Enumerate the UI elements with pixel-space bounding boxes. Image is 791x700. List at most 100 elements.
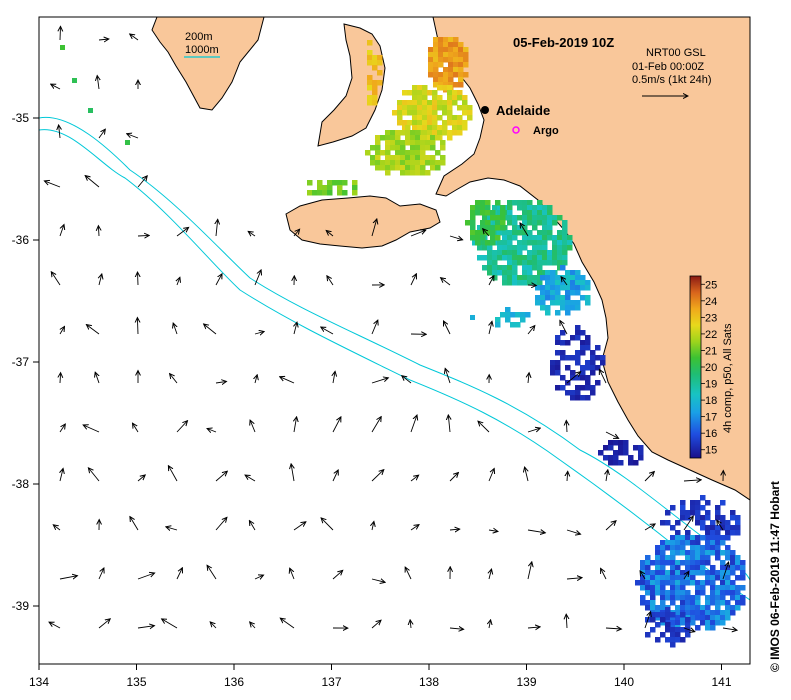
sst-cell [337,180,343,186]
sst-cell [705,545,711,551]
sst-cell [695,515,701,521]
sst-cell [655,637,661,643]
sst-cell [730,605,736,611]
sst-cell [407,110,413,116]
sst-cell [367,40,373,46]
current-arrow [371,320,378,335]
kangaroo-island [285,195,441,249]
sst-cell [560,300,566,306]
current-arrow [98,129,105,139]
sst-cell [365,150,371,156]
current-arrow [255,375,257,384]
sst-cell [535,295,541,301]
sst-cell [695,610,701,616]
sst-cell [470,315,475,320]
sst-cell [385,155,391,161]
sst-cell [685,515,691,521]
sst-cell [532,280,538,286]
sst-cell [725,610,731,616]
sst-cell [623,445,629,451]
sst-cell [720,570,726,576]
current-arrow [566,614,567,629]
current-arrow [371,219,377,237]
sst-cell [590,365,596,371]
sst-cell [525,312,531,318]
sst-cell [532,260,538,266]
sst-cell [575,280,581,286]
current-arrow [566,529,581,534]
sst-cell [492,220,498,226]
sst-cell [385,150,391,156]
sst-cell [720,565,726,571]
sst-cell [715,595,721,601]
sst-cell [540,290,546,296]
current-arrow [207,429,217,433]
sst-cell [517,205,523,211]
sst-cell [453,82,459,88]
sst-cell [452,120,458,126]
sst-cell [480,220,486,226]
sst-cell [613,460,619,466]
sst-cell [580,345,586,351]
sst-cell [557,245,563,251]
sst-cell [545,270,551,276]
sst-cell [475,210,481,216]
isobath-legend: 200m 1000m [184,31,220,58]
sst-cell [537,260,543,266]
sst-cell [565,270,571,276]
sst-cell [720,585,726,591]
sst-cell [670,535,676,541]
sst-cell [725,605,731,611]
current-arrow [520,223,529,237]
sst-cell [512,220,518,226]
x-tick-label: 140 [614,675,634,689]
sst-cell [685,575,691,581]
current-arrow [49,622,61,629]
current-arrow [489,620,491,629]
sst-cell [407,90,413,96]
current-arrow [215,471,227,482]
sst-cell [410,130,416,136]
sst-cell [680,605,686,611]
sst-cell [517,255,523,261]
sst-cell [472,240,478,246]
sst-cell [367,50,373,56]
sst-cell [660,545,666,551]
sst-cell [715,615,721,621]
mainland-east [432,17,750,501]
sst-cell [670,595,676,601]
sst-cell [435,150,441,156]
sst-cell [695,585,701,591]
sst-cell [735,595,741,601]
sst-cell [670,580,676,586]
y-tick-label: -38 [12,477,30,491]
sst-cell [675,540,681,546]
sst-cell [705,570,711,576]
sst-cell [645,560,651,566]
sst-cell [390,165,396,171]
sst-cell [720,540,726,546]
sst-cell [715,600,721,606]
sst-cell [507,230,513,236]
sst-cell [705,525,711,531]
sst-cell [432,110,438,116]
sst-cell [410,155,416,161]
sst-cell [502,275,508,281]
sst-cell [730,590,736,596]
current-arrow [371,470,384,482]
sst-cell [407,105,413,111]
sst-cell [332,180,338,186]
sst-cell [705,575,711,581]
sst-cell [410,145,416,151]
sst-cell [415,165,421,171]
sst-cell [375,165,381,171]
current-arrow [449,529,460,530]
sst-cell [440,155,446,161]
sst-cell [352,190,358,196]
current-arrow [489,569,492,580]
sst-cell [527,240,533,246]
sst-cell [467,110,473,116]
sst-cell [432,120,438,126]
current-arrow [402,376,412,384]
current-arrow [605,628,621,629]
